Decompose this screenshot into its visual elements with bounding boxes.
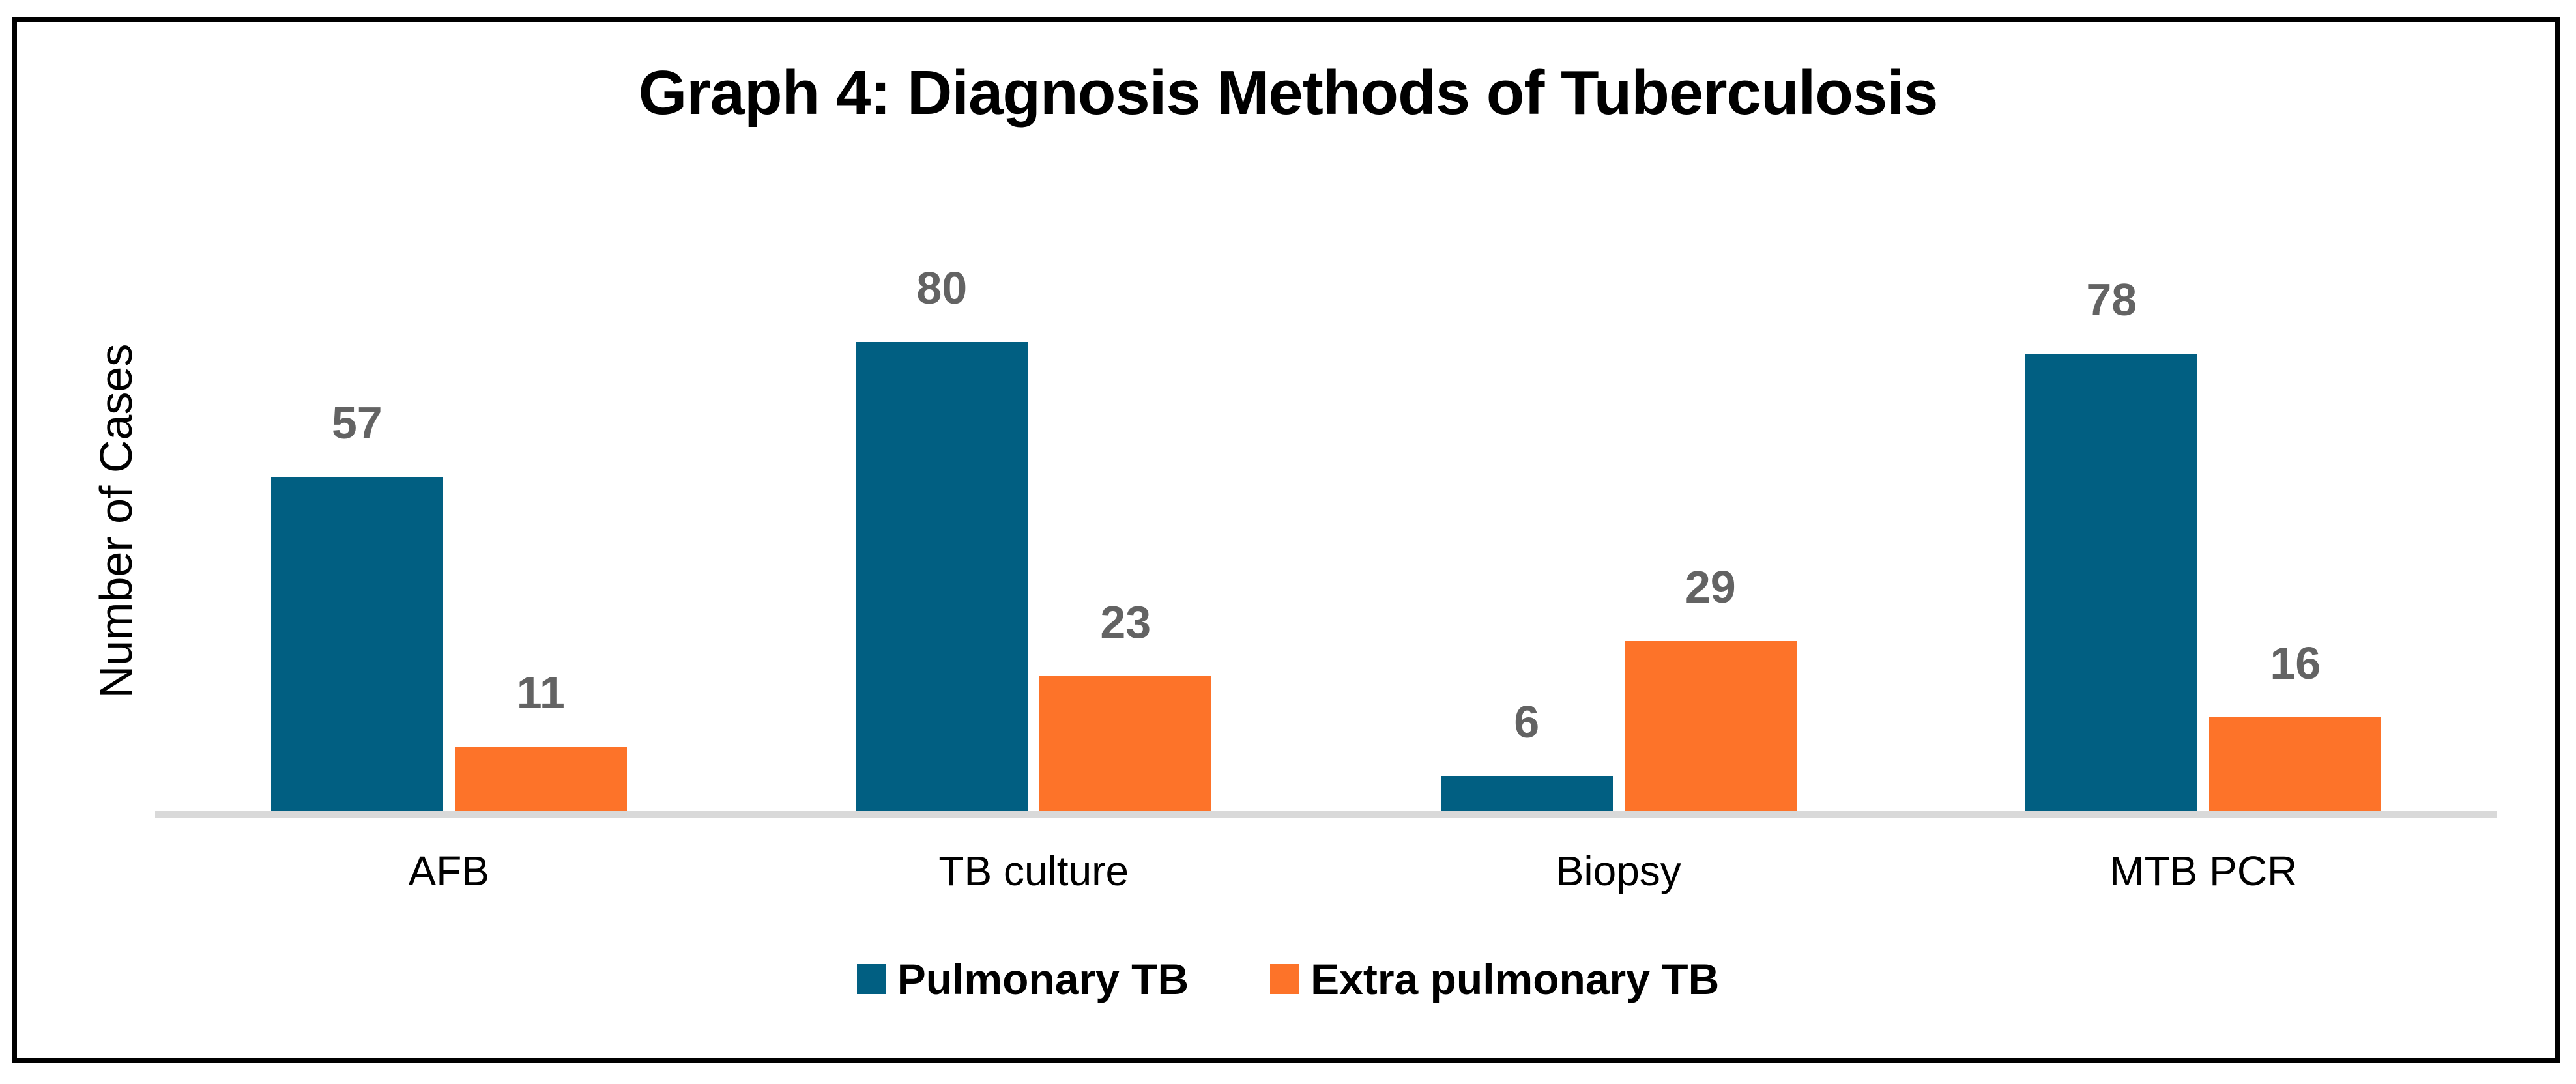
legend: Pulmonary TB Extra pulmonary TB	[0, 954, 2576, 1004]
data-label-pulmonary-tb-mtb-pcr: 78	[2086, 274, 2137, 325]
data-label-extra-pulmonary-tb-biopsy: 29	[1685, 562, 1736, 612]
category-group-tb-culture: 80 23	[742, 163, 1327, 811]
x-axis-category-labels: AFB TB culture Biopsy MTB PCR	[156, 847, 2496, 895]
legend-item-extra-pulmonary-tb: Extra pulmonary TB	[1270, 954, 1719, 1004]
bar-extra-pulmonary-tb-afb	[454, 747, 627, 811]
legend-item-pulmonary-tb: Pulmonary TB	[856, 954, 1189, 1004]
bar-column: 57	[270, 397, 443, 811]
category-group-biopsy: 6 29	[1326, 163, 1911, 811]
data-label-pulmonary-tb-tb-culture: 80	[916, 263, 968, 313]
bar-column: 23	[1039, 597, 1212, 811]
bar-column: 11	[454, 667, 627, 811]
x-axis-category-label-mtb-pcr: MTB PCR	[2109, 848, 2298, 894]
plot-area: 57 11 80 23 6 29 78 16	[156, 163, 2496, 811]
bar-pulmonary-tb-afb	[270, 477, 443, 811]
legend-swatch-icon	[1270, 964, 1299, 994]
bar-column: 16	[2209, 638, 2382, 811]
legend-swatch-icon	[856, 964, 886, 994]
x-axis-category-label-afb: AFB	[408, 848, 489, 894]
data-label-pulmonary-tb-afb: 57	[331, 397, 383, 448]
bar-pulmonary-tb-biopsy	[1440, 776, 1613, 811]
category-group-afb: 57 11	[156, 163, 742, 811]
chart-border	[12, 17, 2560, 1063]
bar-extra-pulmonary-tb-biopsy	[1624, 641, 1797, 811]
bar-column: 29	[1624, 562, 1797, 811]
chart-title: Graph 4: Diagnosis Methods of Tuberculos…	[638, 58, 1939, 128]
bar-extra-pulmonary-tb-tb-culture	[1039, 676, 1212, 811]
y-axis-label: Number of Cases	[91, 343, 141, 699]
bar-extra-pulmonary-tb-mtb-pcr	[2209, 717, 2382, 811]
legend-item-label: Pulmonary TB	[897, 955, 1189, 1003]
data-label-extra-pulmonary-tb-afb: 11	[516, 667, 565, 718]
legend-item-label: Extra pulmonary TB	[1310, 955, 1720, 1003]
bar-pulmonary-tb-mtb-pcr	[2025, 354, 2198, 811]
data-label-extra-pulmonary-tb-tb-culture: 23	[1100, 597, 1151, 648]
x-axis-category-label-biopsy: Biopsy	[1556, 848, 1681, 894]
data-label-extra-pulmonary-tb-mtb-pcr: 16	[2270, 638, 2321, 689]
x-axis-category-label-tb-culture: TB culture	[938, 848, 1129, 894]
bar-pulmonary-tb-tb-culture	[856, 342, 1028, 811]
bar-column: 78	[2025, 274, 2198, 811]
data-label-pulmonary-tb-biopsy: 6	[1514, 696, 1540, 747]
category-group-mtb-pcr: 78 16	[1911, 163, 2496, 811]
x-axis-line	[155, 811, 2497, 818]
bar-column: 80	[856, 265, 1028, 811]
bar-column: 6	[1440, 696, 1613, 811]
